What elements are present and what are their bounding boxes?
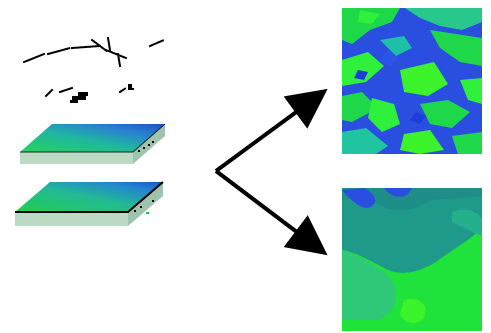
branch-arrows xyxy=(214,88,328,256)
sparse-point-blobs xyxy=(70,84,134,103)
arrow-to-top-map xyxy=(214,88,328,173)
lower-layer-specks xyxy=(134,200,154,212)
upper-gradient-layer xyxy=(20,123,166,164)
arrow-to-bottom-map xyxy=(214,169,328,256)
upper-layer-specks xyxy=(138,141,154,152)
fragmented-classification-map xyxy=(342,8,482,154)
sparse-point-data xyxy=(22,36,166,98)
smooth-classification-map xyxy=(342,188,482,331)
lower-gradient-layer xyxy=(15,181,164,226)
